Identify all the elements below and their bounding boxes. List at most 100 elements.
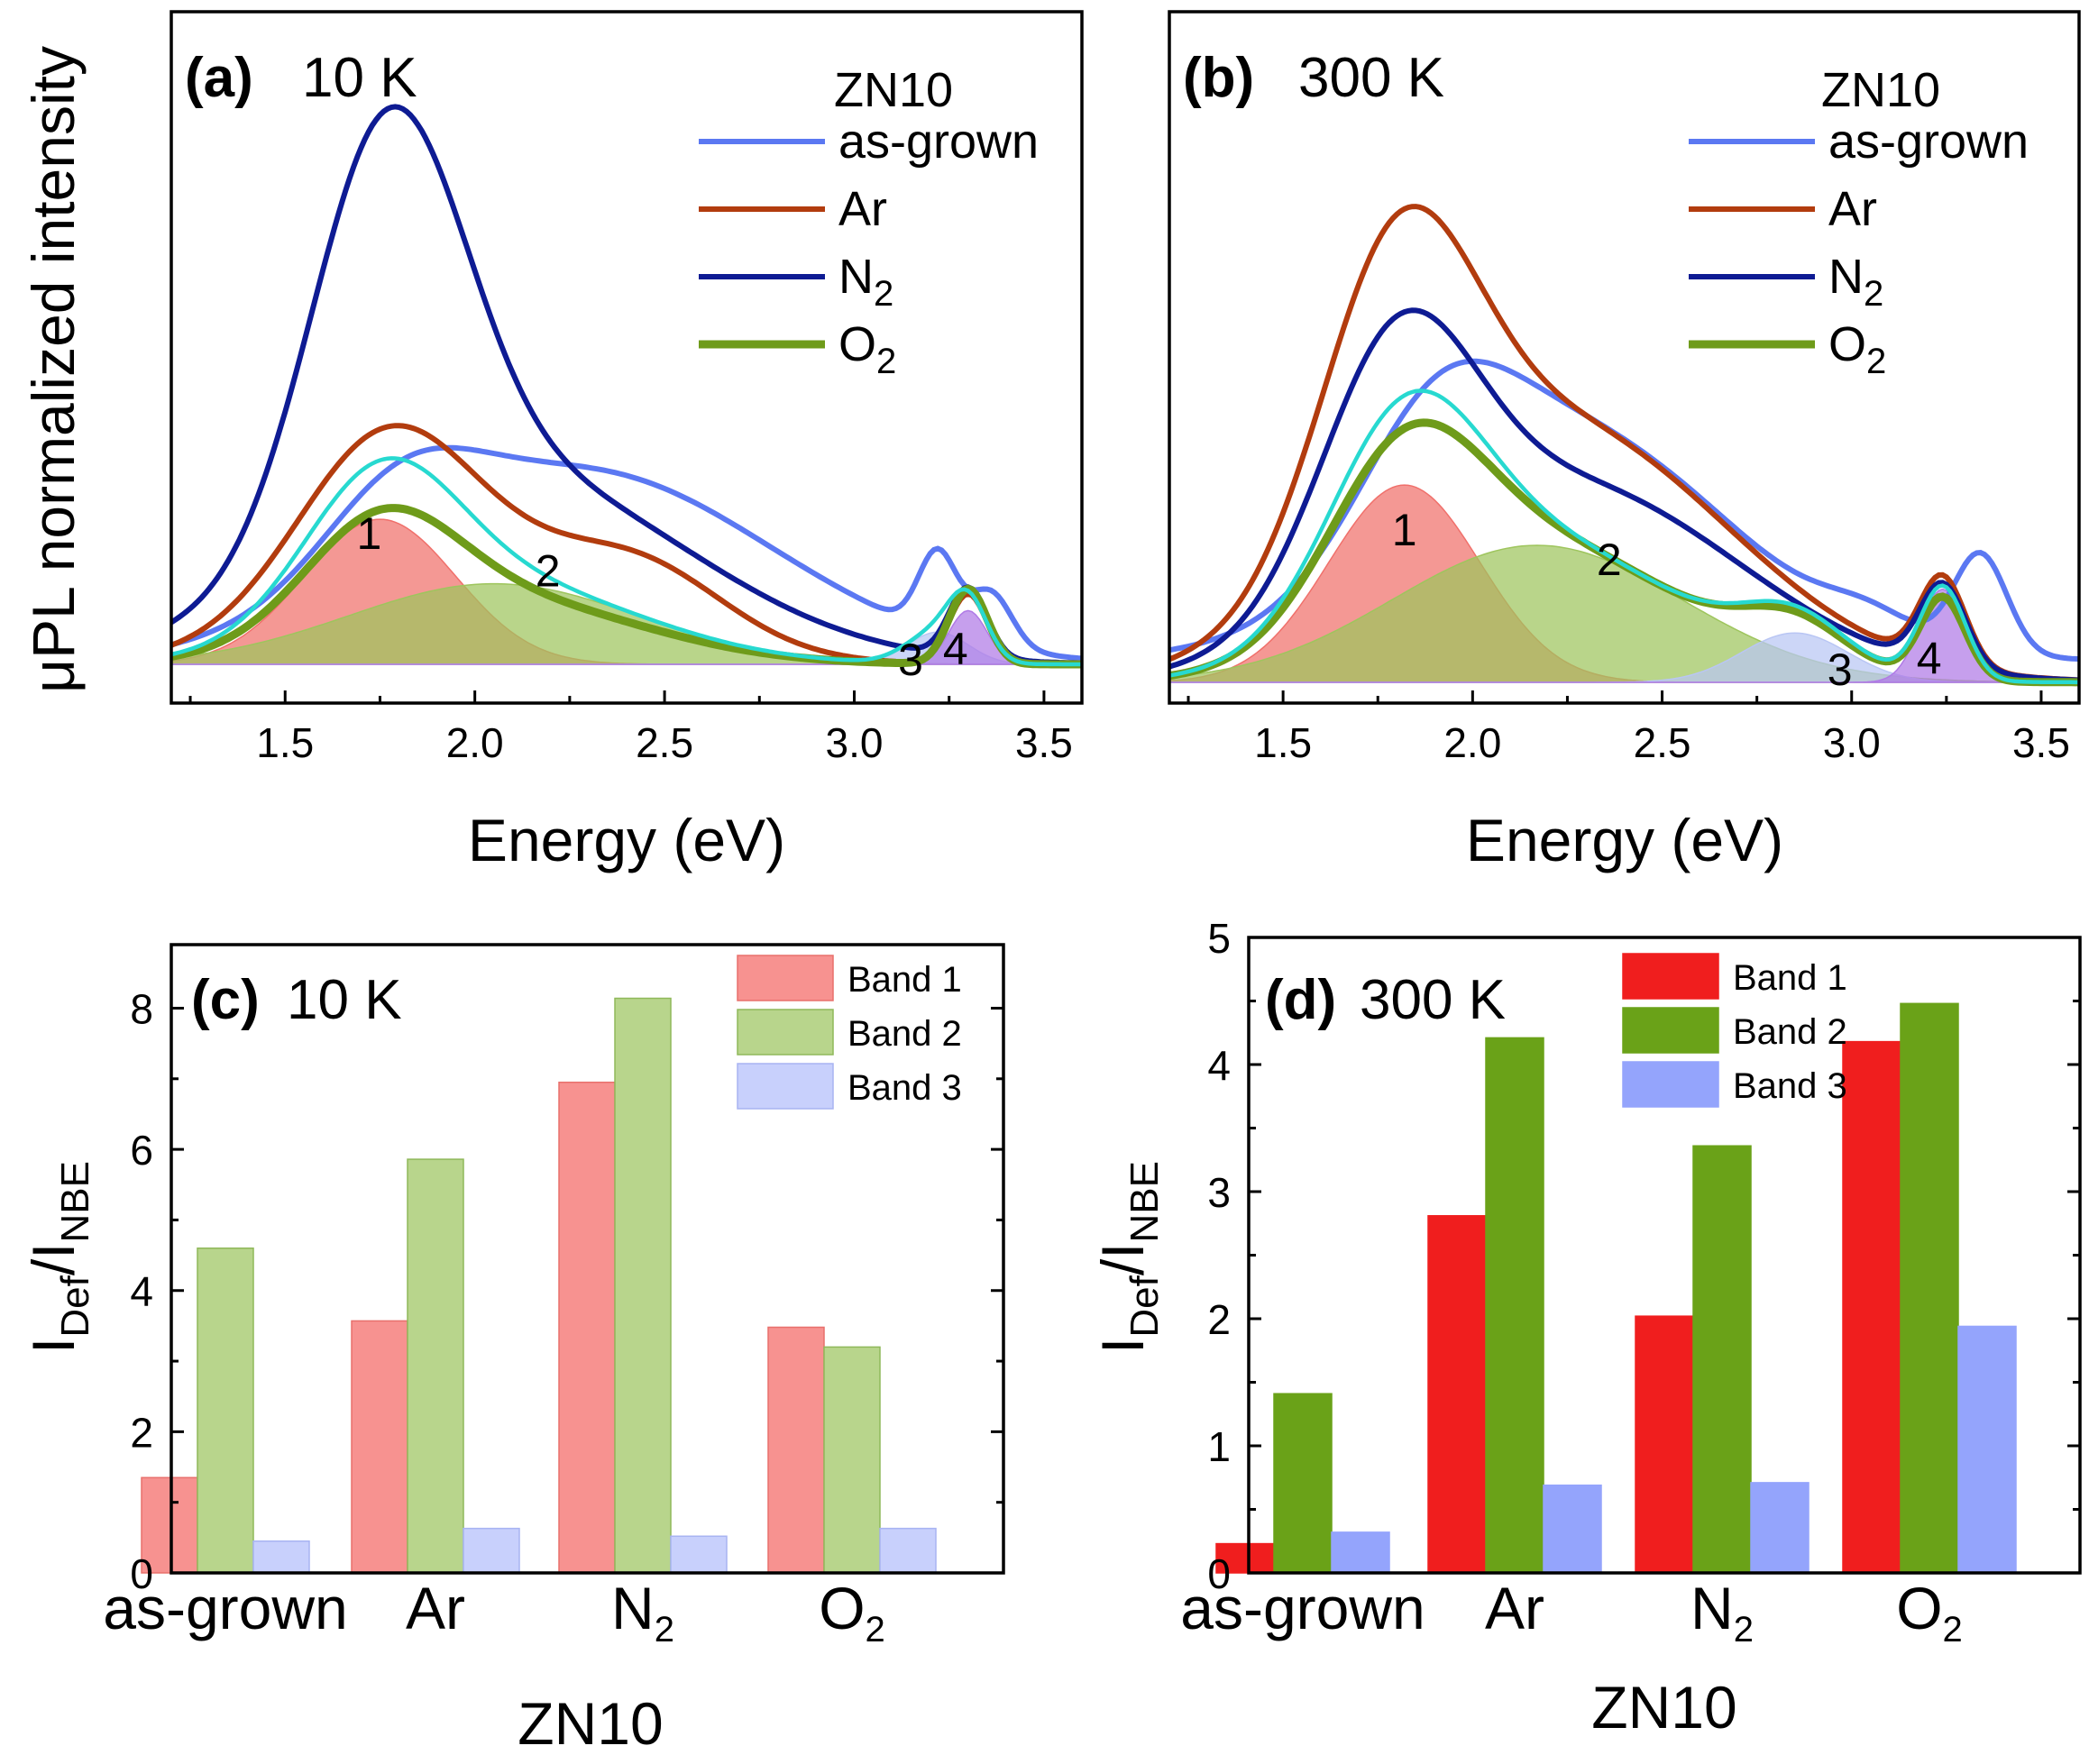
svg-text:IDef/INBE: IDef/INBE — [1089, 1161, 1167, 1354]
d-bar-band2-n — [1692, 1145, 1752, 1574]
d-xtick-label-n: N2 — [1690, 1575, 1754, 1650]
d-ytick-label-4: 4 — [1207, 1042, 1231, 1089]
a-temperature: 10 K — [302, 47, 417, 109]
b-line-Ar — [1168, 204, 2080, 683]
d-legend-swatch-band3 — [1622, 1061, 1719, 1108]
c-y-axis-title: IDef/INBE — [20, 1161, 97, 1354]
c-bar-band2-ar — [407, 1158, 464, 1574]
d-ytick-label-0: 0 — [1207, 1550, 1231, 1597]
d-bar-band3-n — [1750, 1482, 1810, 1574]
d-bars — [1215, 1002, 2017, 1574]
a-x-axis-title: Energy (eV) — [468, 807, 785, 873]
a-peak-label-4: 4 — [943, 624, 968, 674]
c-legend-label-band2: Band 2 — [848, 1014, 962, 1054]
c-bar-band2-as-grown — [197, 1248, 254, 1574]
c-bar-band2-o — [823, 1346, 881, 1574]
b-x-axis-title: Energy (eV) — [1466, 807, 1783, 873]
d-bar-band2-as-grown — [1273, 1393, 1333, 1574]
panel-a-chart: 1.5 2.0 2.5 3.0 3.5 1 2 3 4 (a) 10 K ZN10 as-gr… — [170, 10, 1084, 766]
d-legend-label-band2: Band 2 — [1733, 1012, 1847, 1052]
d-bar-band1-o — [1842, 1040, 1901, 1574]
a-panel-label: (a) — [185, 47, 253, 109]
c-xtick-label-n: N2 — [611, 1575, 674, 1650]
c-bar-band3-as-grown — [252, 1540, 310, 1574]
d-ytick-label-2: 2 — [1207, 1296, 1231, 1343]
d-legend-swatch-band1 — [1622, 953, 1719, 1000]
a-sample-title: ZN10 — [834, 63, 953, 117]
d-legend-swatch-band2 — [1622, 1007, 1719, 1054]
b-spectrum-lines — [1168, 204, 2080, 687]
a-legend-label-as-grown: as-grown — [838, 114, 1039, 169]
c-ytick-label-2: 2 — [130, 1409, 153, 1456]
a-legend-label-O2: O2 — [838, 317, 896, 381]
c-plot-frame — [170, 943, 1005, 1575]
d-ylabel-main: I — [1089, 1338, 1156, 1354]
c-legend-label-band1: Band 1 — [848, 960, 962, 1000]
b-peak-label-3: 3 — [1828, 644, 1853, 695]
d-ytick-label-1: 1 — [1207, 1423, 1231, 1470]
b-axis-ticks: 1.5 2.0 2.5 3.0 3.5 — [1187, 690, 2070, 766]
d-legend-label-band1: Band 1 — [1733, 958, 1847, 998]
c-bar-band3-o — [879, 1527, 937, 1574]
a-xtick-label-3.5: 3.5 — [1015, 719, 1073, 766]
c-xtick-label-ar: Ar — [406, 1575, 465, 1641]
d-xtick-label-o: O2 — [1896, 1575, 1963, 1650]
d-y-axis-title: IDef/INBE — [1089, 1161, 1167, 1354]
b-legend-label-Ar: Ar — [1828, 182, 1877, 236]
c-legend-label-band3: Band 3 — [848, 1068, 962, 1108]
b-peak-labels: 1 2 3 4 — [1392, 505, 1942, 695]
d-bar-band3-o — [1957, 1325, 2017, 1574]
a-legend-label-N2: N2 — [838, 250, 893, 314]
c-temperature: 10 K — [287, 969, 402, 1031]
c-ylabel-main: I — [20, 1338, 87, 1354]
c-xtick-label-as-grown: as-grown — [103, 1575, 347, 1641]
c-xtick-label-o: O2 — [819, 1575, 885, 1650]
d-bar-band2-ar — [1485, 1037, 1544, 1574]
a-xtick-label-1.5: 1.5 — [256, 719, 314, 766]
d-ylabel-slash: /I — [1089, 1242, 1156, 1275]
b-xtick-label-2.5: 2.5 — [1634, 719, 1691, 766]
b-xtick-label-3.5: 3.5 — [2012, 719, 2070, 766]
svg-text:IDef/INBE: IDef/INBE — [20, 1161, 97, 1354]
d-panel-label: (d) — [1265, 969, 1336, 1031]
a-cumulative-fit-line — [170, 456, 1082, 667]
a-xtick-label-3.0: 3.0 — [826, 719, 884, 766]
b-sample-title: ZN10 — [1821, 63, 1940, 117]
b-plot-frame — [1168, 10, 2081, 705]
b-legend-label-O2: O2 — [1828, 317, 1886, 381]
d-bar-band3-as-grown — [1331, 1531, 1390, 1574]
b-line-N2 — [1168, 307, 2080, 683]
c-legend-swatch-band3 — [737, 1063, 834, 1110]
a-axis-ticks: 1.5 2.0 2.5 3.0 3.5 — [188, 690, 1073, 766]
a-peak-label-3: 3 — [898, 635, 923, 685]
a-peak-label-2: 2 — [536, 546, 561, 597]
d-axis-ticks: 0 1 2 3 4 5 as-grown Ar N2 O2 — [1180, 915, 2080, 1650]
d-ylabel-sub2: NBE — [1122, 1161, 1167, 1242]
c-bar-band3-ar — [463, 1527, 520, 1574]
b-legend-label-as-grown: as-grown — [1828, 114, 2029, 169]
d-bar-band1-ar — [1427, 1215, 1487, 1574]
a-legend-label-Ar: Ar — [838, 182, 887, 236]
d-bar-band2-o — [1900, 1002, 1959, 1574]
c-legend-swatch-band1 — [737, 955, 834, 1001]
d-bar-band1-n — [1635, 1315, 1694, 1574]
b-peak-label-1: 1 — [1392, 505, 1417, 555]
a-line-O2 — [170, 504, 1082, 669]
a-plot-frame — [170, 10, 1084, 705]
b-temperature: 300 K — [1298, 47, 1444, 109]
d-ylabel-sub1: Def — [1122, 1275, 1167, 1337]
b-cumulative-fit-line — [1168, 388, 2079, 685]
b-xtick-label-2.0: 2.0 — [1443, 719, 1501, 766]
c-legend-swatch-band2 — [737, 1009, 834, 1056]
b-panel-label: (b) — [1183, 47, 1254, 109]
d-xtick-label-as-grown: as-grown — [1180, 1575, 1425, 1641]
d-ytick-label-3: 3 — [1207, 1169, 1231, 1216]
b-peak-label-4: 4 — [1917, 634, 1942, 684]
c-bar-band2-n — [614, 997, 672, 1574]
d-x-axis-title: ZN10 — [1591, 1674, 1736, 1741]
